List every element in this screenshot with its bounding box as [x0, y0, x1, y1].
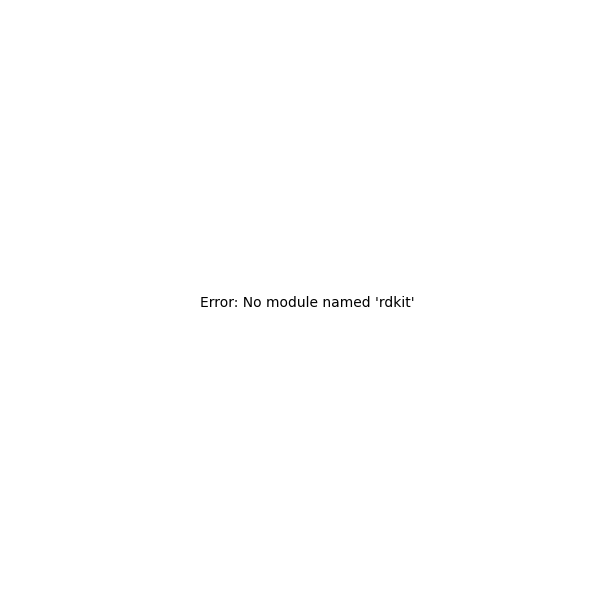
Text: Error: No module named 'rdkit': Error: No module named 'rdkit'	[200, 296, 415, 310]
